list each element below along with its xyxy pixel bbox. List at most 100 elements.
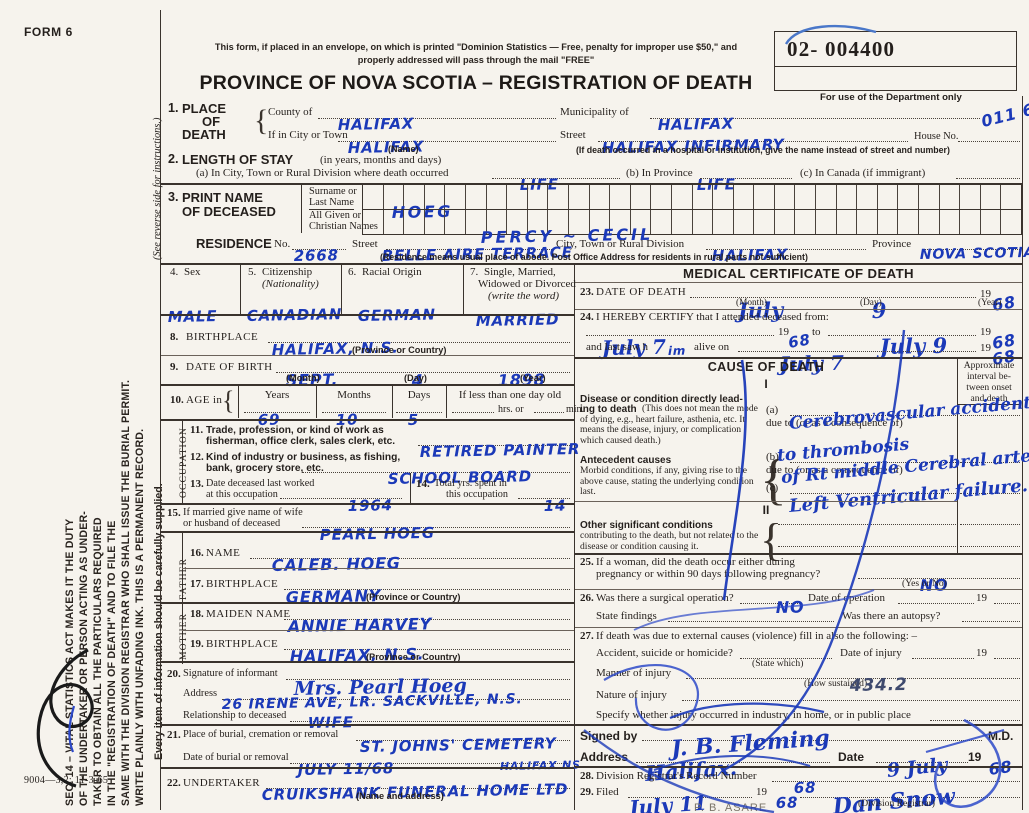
grid-cell: [857, 210, 878, 234]
grid-cell: [754, 210, 775, 234]
field-20-signature-label: Signature of informant: [183, 668, 278, 679]
cause-antecedent-bold: Antecedent causes: [580, 455, 672, 466]
grid-cell: [672, 185, 693, 209]
surgical-operation-value: NO: [775, 597, 805, 617]
field-1-label-line1: PLACE: [182, 101, 227, 116]
field-10-header-years: Years: [264, 389, 290, 401]
cause-direct-rest: (This does not mean the mode of dying, e…: [580, 403, 758, 446]
grid-cell: [363, 185, 384, 209]
grid-cell: [775, 210, 796, 234]
mail-notice: This form, if placed in an envelope, on …: [214, 42, 738, 65]
stay-canada-rule: [956, 178, 1020, 179]
county-label: County of: [268, 106, 313, 118]
field-24-last-saw-label-b: alive on: [694, 341, 730, 353]
separator-under-field-23: [575, 309, 1022, 310]
typed-registrar-name: P. B. ASARE: [694, 802, 768, 813]
city-town-sub: (Name): [388, 144, 419, 154]
field-23-year-prefix: 19: [980, 288, 991, 300]
field-17-number: 17.: [190, 578, 204, 590]
field-20-relationship-label: Relationship to deceased: [183, 710, 287, 721]
field-10-div-2: [316, 384, 318, 418]
physician-signature-value: J. B. Fleming: [670, 724, 831, 762]
grid-cell: [548, 185, 569, 209]
father-side-label: FATHER: [178, 557, 189, 600]
mother-side-label: MOTHER: [178, 612, 189, 660]
grid-cell: [610, 185, 631, 209]
field-25-label-line1: If a woman, did the death occur either d…: [596, 556, 795, 568]
field-2-label: LENGTH OF STAY: [182, 152, 294, 167]
field-21-number: 21.: [167, 729, 181, 741]
field-17-label: BIRTHPLACE: [206, 578, 279, 590]
grid-cell: [487, 185, 508, 209]
field-25-label-line2: pregnancy or within 90 days following pr…: [596, 568, 821, 580]
signed-by-label: Signed by: [580, 729, 638, 743]
field-19-sub: (Province or Country): [366, 652, 461, 662]
last-worked-value: 1964: [347, 496, 393, 515]
grid-cell: [507, 185, 528, 209]
field-20-relationship-rule: [290, 721, 570, 722]
field-23-label: DATE OF DEATH: [596, 286, 687, 298]
field-20-address-rule: [222, 699, 570, 700]
center-divider: [574, 263, 576, 810]
form-number-label: FORM 6: [24, 25, 73, 39]
field-27-injury-date-rule: [912, 658, 974, 659]
occupation-side-label: OCCUPATION: [178, 427, 189, 498]
field-27-injury-date-year: 19: [976, 647, 987, 659]
grid-cell: [569, 185, 590, 209]
signed-date-year-prefix: 19: [968, 750, 982, 764]
grid-cell: [693, 185, 714, 209]
department-use-label: For use of the Department only: [820, 92, 962, 103]
field-13-label-line1: Date deceased last worked: [206, 478, 315, 489]
field-27-injury-year-rule: [994, 658, 1020, 659]
municipality-value: HALIFAX: [657, 114, 735, 134]
field-14-rule: [518, 498, 570, 499]
field-15-number: 15.: [167, 507, 181, 519]
grid-cell: [404, 185, 425, 209]
grid-cell: [651, 185, 672, 209]
street-sub: (If death occurred in a hospital or inst…: [576, 145, 950, 155]
separator-part-2: [575, 501, 957, 502]
field-7-number: 7.: [470, 266, 479, 278]
residence-street-rule: [386, 249, 554, 250]
separator-above-cause: [575, 357, 1022, 359]
sex-value: MALE: [167, 307, 218, 326]
field-5-label-sub: (Nationality): [262, 278, 319, 290]
field-10-div-3: [392, 384, 394, 418]
field-9-sub-day: (Day): [404, 373, 427, 383]
grid-cell: [960, 185, 981, 209]
given-names-grid: [362, 209, 1022, 235]
cause-other-interval-rule-1: [960, 524, 1020, 525]
field-1-label-line3: DEATH: [182, 127, 226, 142]
field-18-label: MAIDEN NAME: [206, 608, 291, 620]
stay-province-label: (b) In Province: [626, 167, 693, 179]
field-14-label-line2: this occupation: [446, 489, 508, 500]
field-28-number: 28.: [580, 770, 594, 782]
field-16-label: NAME: [206, 547, 241, 559]
field-27-label: If death was due to external causes (vio…: [596, 630, 918, 642]
residence-city-rule: [706, 249, 866, 250]
stay-city-label: (a) In City, Town or Rural Division wher…: [196, 167, 449, 179]
grid-cell: [878, 210, 899, 234]
field-9-label: DATE OF BIRTH: [186, 361, 273, 373]
field-29-label: Filed: [596, 786, 619, 798]
separator-above-field-25: [575, 553, 1022, 555]
frame-vertical-left: [160, 10, 162, 810]
field-23-sub-month: (Month): [736, 298, 767, 308]
mother-maiden-name-value: ANNIE HARVEY: [287, 614, 433, 636]
separator-above-field-28: [575, 766, 1022, 768]
separator-above-field-4: [161, 263, 1022, 265]
field-18-rule: [284, 619, 570, 620]
surname-label-line1: Surname or: [309, 186, 357, 197]
separator-above-field-16: [161, 531, 574, 533]
county-rule: [318, 118, 556, 119]
residence-city-label: City, Town or Rural Division: [556, 238, 685, 250]
cause-a-interval-rule: [960, 415, 1020, 416]
grid-cell: [590, 210, 611, 234]
residence-label: RESIDENCE: [196, 236, 272, 251]
separator-above-field-26: [575, 589, 1022, 590]
municipality-label: Municipality of: [560, 106, 629, 118]
separator-above-field-11: [161, 419, 574, 421]
grid-cell: [569, 210, 590, 234]
grid-cell: [816, 210, 837, 234]
stay-province-rule: [700, 178, 792, 179]
